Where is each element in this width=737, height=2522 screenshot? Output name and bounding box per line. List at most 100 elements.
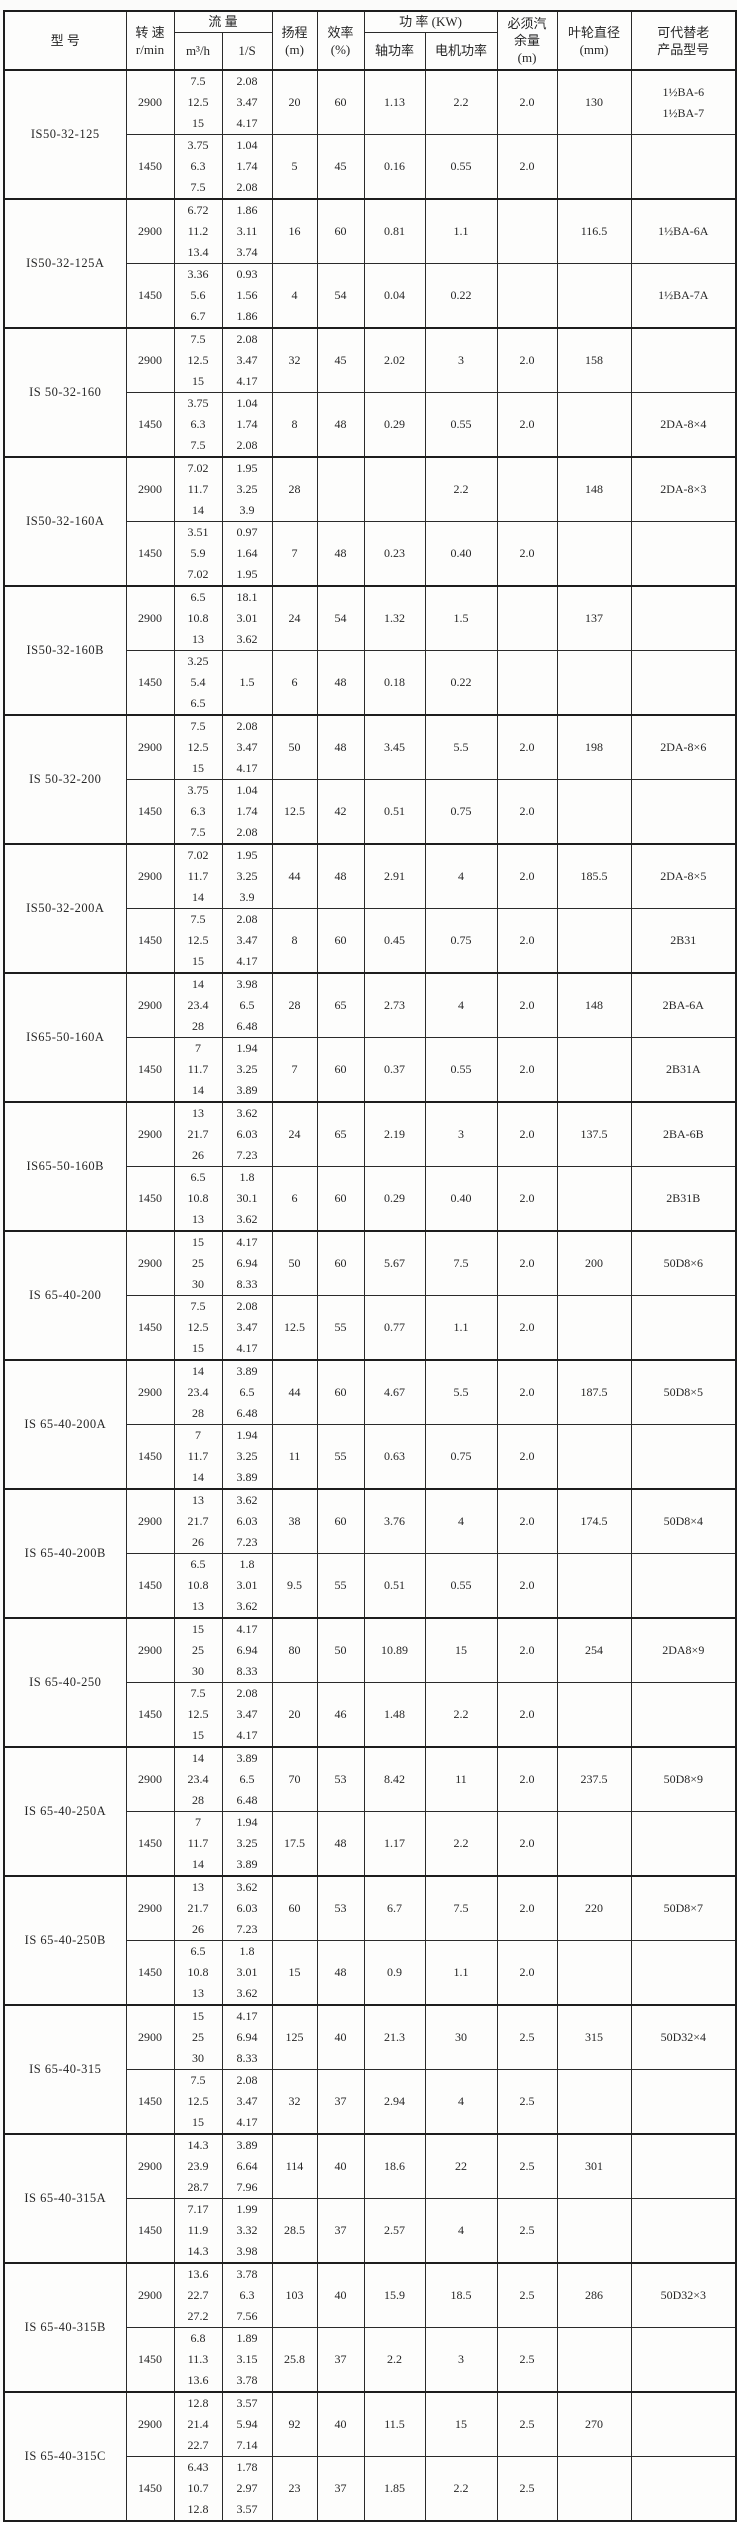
npsh-cell: 2.0 <box>496 1811 558 1877</box>
flow-ls-cell: 2.08 3.47 4.17 <box>221 1682 273 1748</box>
flow-ls-cell: 3.62 6.03 7.23 <box>221 1101 273 1167</box>
speed-cell: 2900 <box>125 198 175 264</box>
motor-power-cell: 2.2 <box>424 2456 498 2522</box>
head-cell: 23 <box>271 2456 318 2522</box>
shaft-power-cell: 21.3 <box>363 2004 426 2070</box>
npsh-cell: 2.5 <box>496 2391 558 2457</box>
shaft-power-cell: 0.23 <box>363 521 426 587</box>
flow-ls-cell: 1.8 3.01 3.62 <box>221 1553 273 1619</box>
impeller-cell: 137.5 <box>556 1101 632 1167</box>
flow-m3h-cell: 15 25 30 <box>173 2004 223 2070</box>
model-cell: IS 65-40-250 <box>3 1617 127 1748</box>
flow-m3h-cell: 14 23.4 28 <box>173 1746 223 1812</box>
flow-m3h-cell: 7.17 11.9 14.3 <box>173 2198 223 2264</box>
impeller-cell: 301 <box>556 2133 632 2199</box>
flow-m3h-cell: 7.5 12.5 15 <box>173 714 223 780</box>
flow-m3h-cell: 13 21.7 26 <box>173 1488 223 1554</box>
pump-variant-row: 1450 3.75 6.3 7.5 1.04 1.74 2.08 8 48 0.29 0.55 2.0… <box>4 392 737 458</box>
npsh-cell: 2.0 <box>496 1682 558 1748</box>
pump-variant-row: 1450 6.5 10.8 13 1.8 30.1 3.62 6 60 0.29 0.40 2.0 2… <box>4 1166 737 1232</box>
efficiency-cell: 60 <box>316 908 365 974</box>
head-cell: 6 <box>271 650 318 716</box>
speed-cell: 1450 <box>125 392 175 458</box>
npsh-cell: 2.0 <box>496 1101 558 1167</box>
efficiency-cell: 55 <box>316 1424 365 1490</box>
speed-cell: 2900 <box>125 1488 175 1554</box>
old-model-cell: 2B31B <box>630 1166 737 1232</box>
shaft-power-cell: 0.29 <box>363 1166 426 1232</box>
npsh-cell: 2.0 <box>496 1553 558 1619</box>
speed-cell: 2900 <box>125 2262 175 2328</box>
pump-variant-row: IS50-32-125 2900 7.5 12.5 15 2.08 3.47 4.17 20 60… <box>3 69 737 200</box>
npsh-cell: 2.5 <box>496 2133 558 2199</box>
shaft-power-cell: 0.04 <box>363 263 426 329</box>
motor-power-cell: 4 <box>424 843 498 909</box>
efficiency-cell: 48 <box>316 1811 365 1877</box>
impeller-cell: 315 <box>556 2004 632 2070</box>
efficiency-cell: 48 <box>316 714 365 780</box>
motor-power-cell: 2.2 <box>424 69 498 135</box>
model-cell: IS 65-40-315B <box>3 2262 127 2393</box>
header-flow-m3h: m³/h <box>173 32 223 71</box>
pump-variant-row: 1450 6.5 10.8 13 1.8 3.01 3.62 9.5 55 0.51 0.55 2.0 <box>4 1553 737 1619</box>
shaft-power-cell: 0.16 <box>363 134 426 200</box>
impeller-cell: 158 <box>556 327 632 393</box>
model-cell: IS 50-32-160 <box>3 327 127 458</box>
motor-power-cell: 30 <box>424 2004 498 2070</box>
efficiency-cell: 53 <box>316 1746 365 1812</box>
head-cell: 92 <box>271 2391 318 2457</box>
old-model-cell: 2BA-6A <box>630 972 737 1038</box>
head-cell: 15 <box>271 1940 318 2006</box>
impeller-cell: 148 <box>556 972 632 1038</box>
flow-m3h-cell: 15 25 30 <box>173 1617 223 1683</box>
pump-variant-row: 1450 6.8 11.3 13.6 1.89 3.15 3.78 25.8 37 2.2 3 2.5 <box>4 2327 737 2393</box>
shaft-power-cell: 1.17 <box>363 1811 426 1877</box>
flow-ls-cell: 4.17 6.94 8.33 <box>221 1617 273 1683</box>
flow-m3h-cell: 7.5 12.5 15 <box>173 69 223 135</box>
impeller-cell <box>556 908 632 974</box>
efficiency-cell: 37 <box>316 2198 365 2264</box>
model-cell: IS50-32-200A <box>3 843 127 974</box>
npsh-cell <box>496 263 558 329</box>
efficiency-cell: 60 <box>316 1359 365 1425</box>
old-model-cell: 2DA-8×3 <box>630 456 737 522</box>
shaft-power-cell: 0.63 <box>363 1424 426 1490</box>
flow-ls-cell: 2.08 3.47 4.17 <box>221 2069 273 2135</box>
speed-cell: 1450 <box>125 134 175 200</box>
head-cell: 103 <box>271 2262 318 2328</box>
flow-ls-cell: 1.5 <box>221 650 273 716</box>
efficiency-cell: 54 <box>316 585 365 651</box>
old-model-cell: 1½BA-6A <box>630 198 737 264</box>
shaft-power-cell: 5.67 <box>363 1230 426 1296</box>
motor-power-cell: 3 <box>424 2327 498 2393</box>
head-cell: 44 <box>271 1359 318 1425</box>
flow-ls-cell: 3.62 6.03 7.23 <box>221 1488 273 1554</box>
model-cell: IS50-32-160B <box>3 585 127 716</box>
head-cell: 28 <box>271 456 318 522</box>
npsh-cell: 2.0 <box>496 908 558 974</box>
impeller-cell <box>556 650 632 716</box>
pump-variant-row: IS50-32-160B 2900 6.5 10.8 13 18.1 3.01 3.62 24 5… <box>3 585 737 716</box>
flow-m3h-cell: 13 21.7 26 <box>173 1101 223 1167</box>
motor-power-cell: 0.40 <box>424 1166 498 1232</box>
speed-cell: 1450 <box>125 1940 175 2006</box>
old-model-cell <box>630 2456 737 2522</box>
model-cell: IS 65-40-315 <box>3 2004 127 2135</box>
efficiency-cell: 50 <box>316 1617 365 1683</box>
impeller-cell <box>556 1037 632 1103</box>
old-model-cell <box>630 1940 737 2006</box>
speed-cell: 2900 <box>125 1101 175 1167</box>
old-model-cell: 2DA-8×4 <box>630 392 737 458</box>
speed-cell: 2900 <box>125 456 175 522</box>
old-model-cell <box>630 521 737 587</box>
impeller-cell <box>556 1553 632 1619</box>
motor-power-cell: 1.1 <box>424 1940 498 2006</box>
flow-ls-cell: 3.89 6.5 6.48 <box>221 1359 273 1425</box>
flow-ls-cell: 3.89 6.64 7.96 <box>221 2133 273 2199</box>
flow-m3h-cell: 3.25 5.4 6.5 <box>173 650 223 716</box>
head-cell: 125 <box>271 2004 318 2070</box>
model-cell: IS65-50-160A <box>3 972 127 1103</box>
speed-cell: 2900 <box>125 1746 175 1812</box>
head-cell: 28.5 <box>271 2198 318 2264</box>
flow-m3h-cell: 6.8 11.3 13.6 <box>173 2327 223 2393</box>
